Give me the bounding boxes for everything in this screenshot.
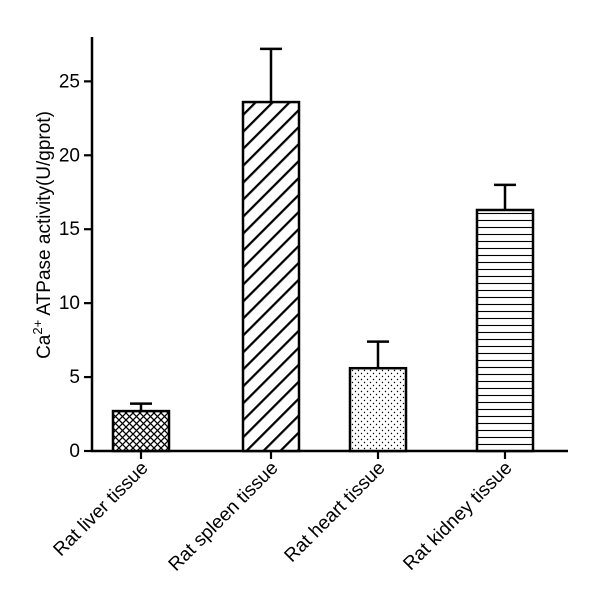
y-axis-title-suffix: ATPase activity(U/gprot) [34,111,55,320]
category-label: Rat kidney tissue [399,458,516,575]
bars [111,100,535,453]
category-label: Rat liver tissue [50,458,153,561]
y-tick-label: 5 [69,367,80,388]
bar [111,409,171,453]
bar [241,100,301,453]
y-axis-title-prefix: Ca [34,334,55,359]
category-label: Rat heart tissue [281,458,390,567]
y-tick-label: 20 [59,145,80,166]
y-tick-label: 15 [59,219,80,240]
bar [348,366,408,453]
y-axis-title: Ca2+ ATPase activity(U/gprot) [30,111,55,359]
y-tick-label: 25 [59,71,80,92]
bar [475,208,535,453]
error-bars [130,47,516,412]
y-tick-label: 0 [69,441,80,462]
y-ticks: 0 5 10 15 20 25 [59,71,92,462]
category-label: Rat spleen tissue [165,458,283,576]
y-axis-title-superscript: 2+ [30,320,45,335]
y-tick-label: 10 [59,293,80,314]
